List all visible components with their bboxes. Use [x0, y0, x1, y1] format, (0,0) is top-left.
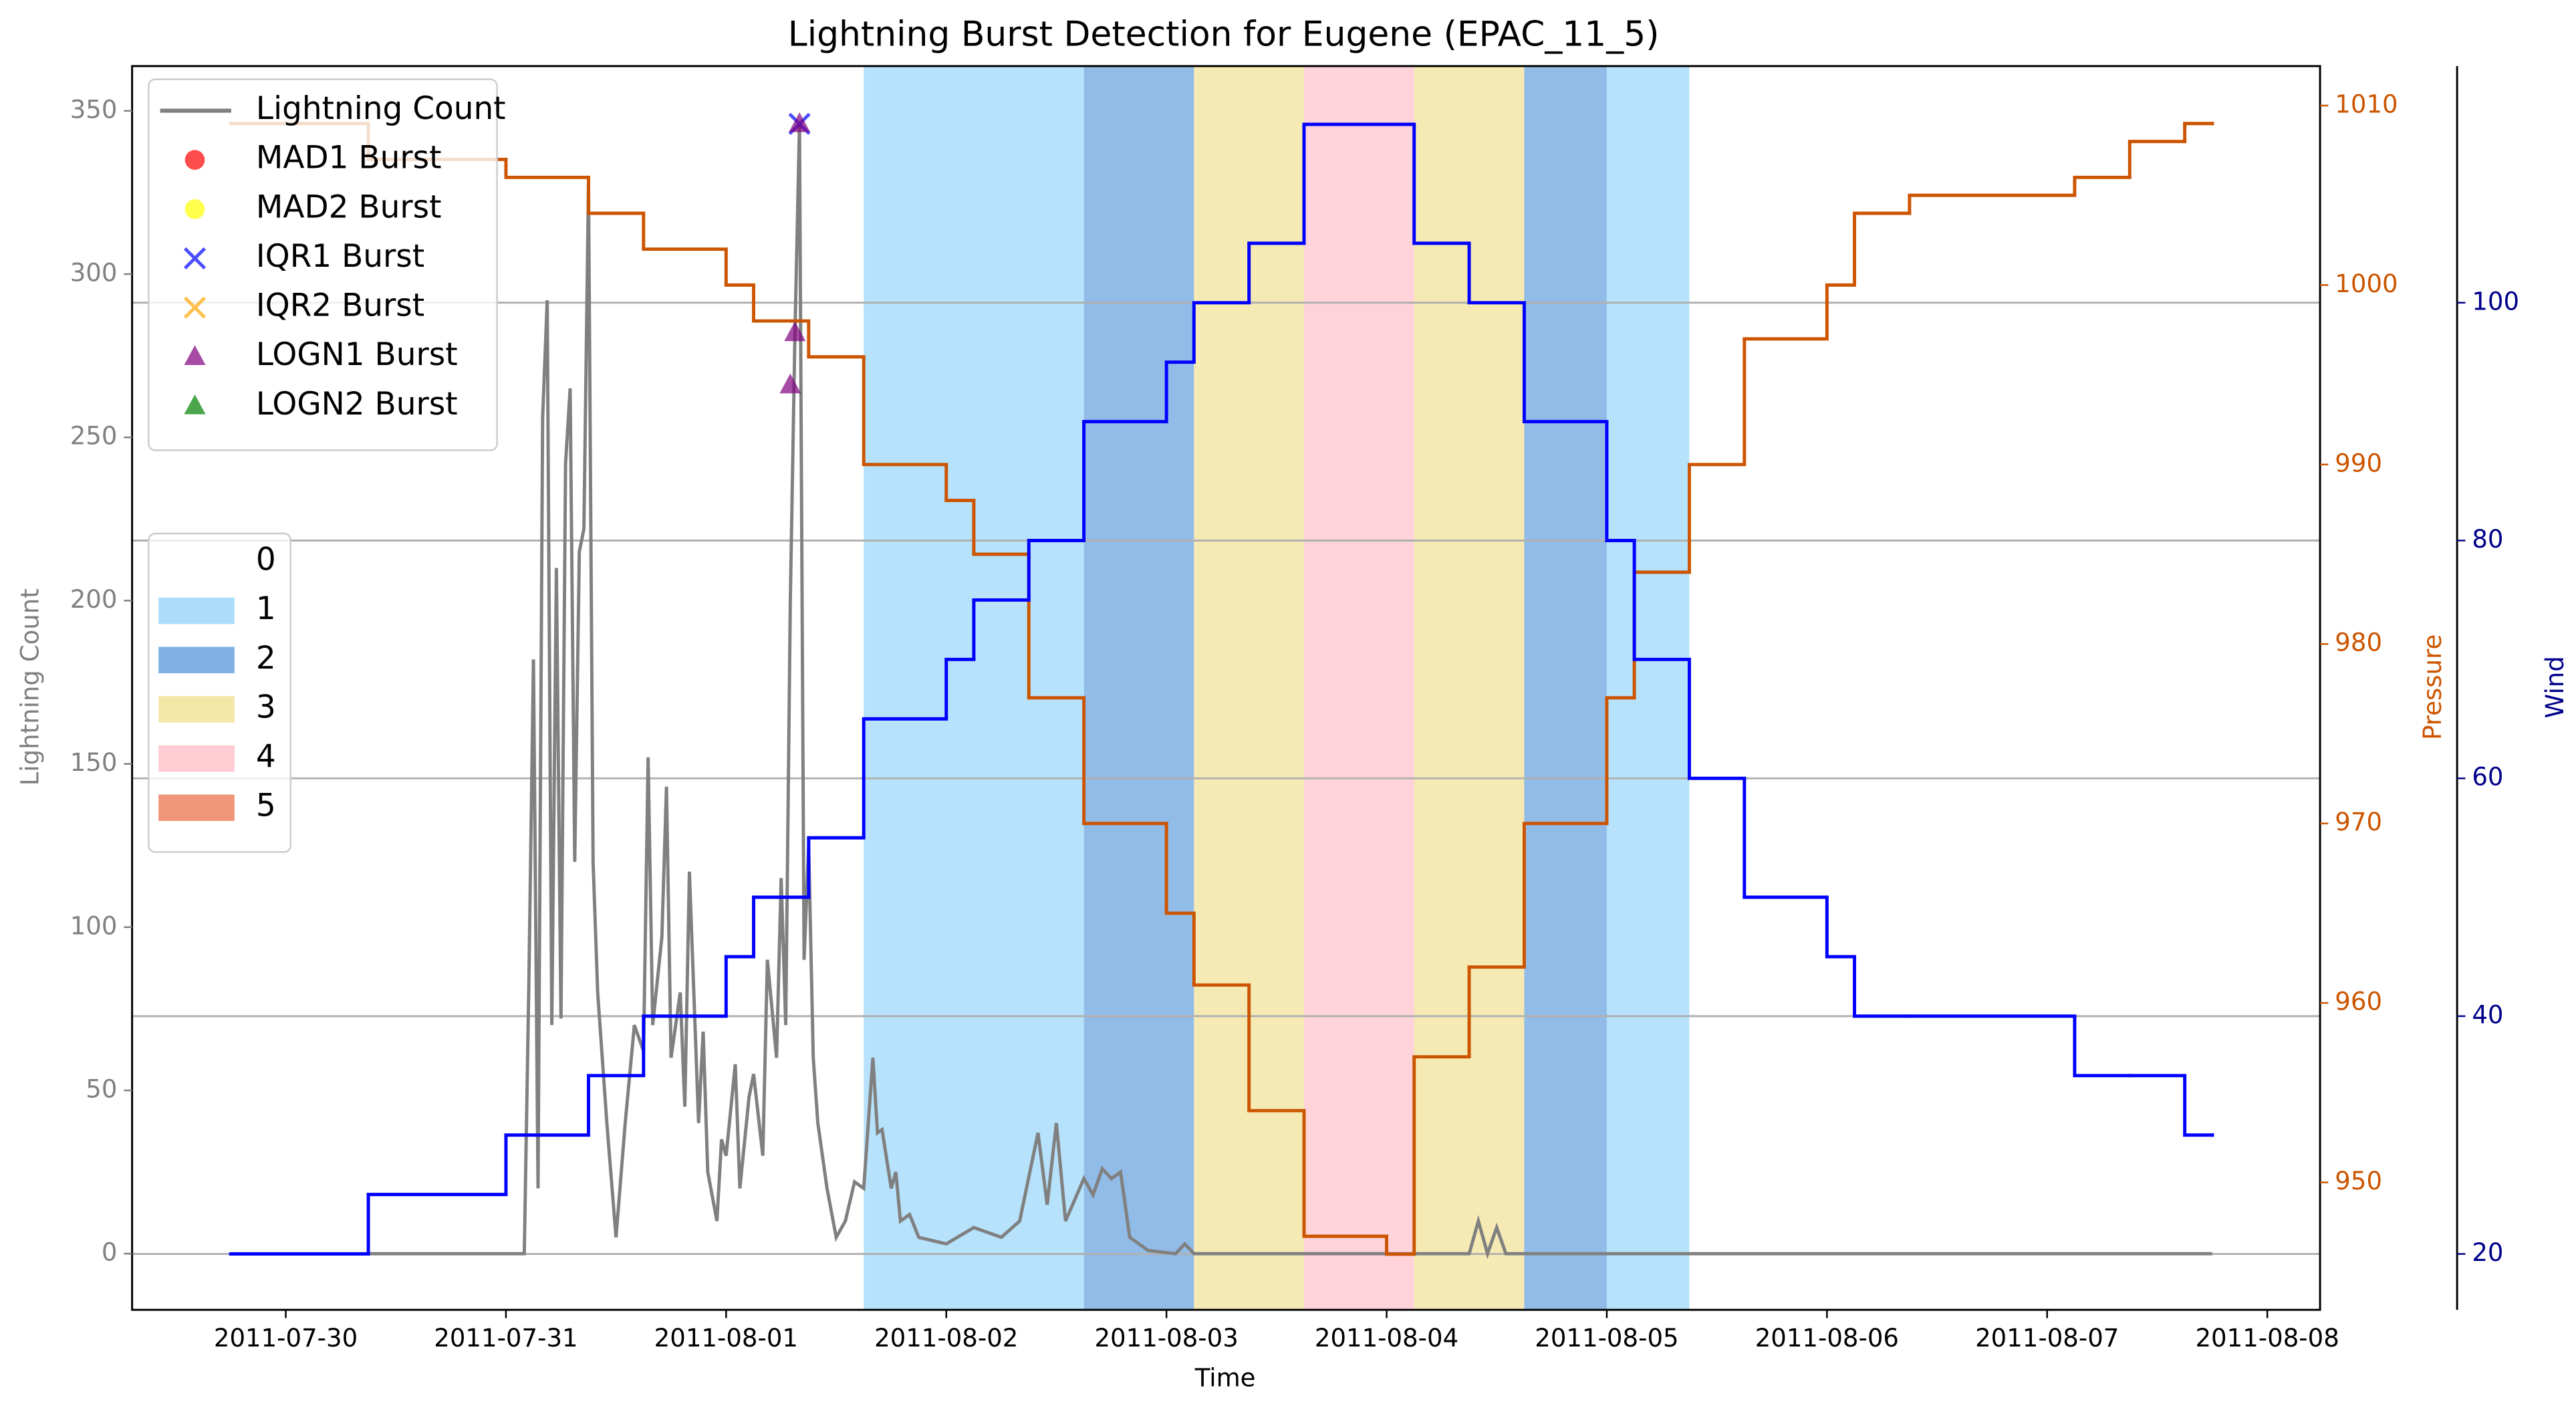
legend-label: MAD1 Burst: [256, 140, 442, 177]
category-band: [1606, 66, 1690, 1310]
x-tick-label: 2011-08-08: [2195, 1324, 2339, 1353]
x-tick-label: 2011-08-02: [874, 1324, 1018, 1353]
legend-swatch: [158, 745, 235, 772]
y-tick-label: 250: [70, 422, 118, 451]
burst-marker: [789, 112, 811, 132]
chart-title: Lightning Burst Detection for Eugene (EP…: [788, 14, 1660, 54]
legend-swatch: [158, 696, 235, 723]
y-tick-label: 200: [70, 585, 118, 614]
y2-tick-label: 960: [2335, 987, 2382, 1016]
y-tick-label: 300: [70, 258, 118, 287]
burst-marker: [184, 345, 206, 366]
category-band: [864, 66, 1084, 1310]
legend-label: 2: [256, 640, 276, 677]
x-tick-label: 2011-08-03: [1094, 1324, 1238, 1353]
category-band: [1524, 66, 1607, 1310]
x-tick-label: 2011-08-01: [654, 1324, 798, 1353]
legend-swatch: [158, 647, 235, 674]
legend-swatch: [158, 794, 235, 821]
y2-tick-label: 1000: [2335, 269, 2398, 298]
y2-tick-label: 1010: [2335, 90, 2398, 118]
legend-label: IQR1 Burst: [256, 238, 424, 275]
x-tick-label: 2011-08-04: [1315, 1324, 1458, 1353]
x-tick-label: 2011-08-06: [1755, 1324, 1899, 1353]
y3-tick-label: 80: [2472, 525, 2503, 554]
y-tick-label: 100: [70, 911, 118, 940]
legend-swatch: [158, 597, 235, 624]
y-tick-label: 0: [102, 1238, 118, 1267]
x-tick-label: 2011-08-05: [1535, 1324, 1678, 1353]
y2-tick-label: 980: [2335, 628, 2382, 657]
y3-tick-label: 60: [2472, 763, 2503, 792]
x-axis-label: Time: [1194, 1363, 1256, 1392]
burst-marker: [183, 247, 207, 270]
y2-axis-label: Pressure: [2418, 634, 2447, 740]
y3-axis-label: Wind: [2541, 656, 2569, 718]
legend-label: 4: [256, 738, 276, 775]
legend-box: [148, 78, 498, 451]
legend-label: MAD2 Burst: [256, 189, 442, 225]
category-band: [1304, 66, 1414, 1310]
y2-tick-label: 990: [2335, 449, 2382, 477]
legend-label: LOGN1 Burst: [256, 336, 458, 373]
y-tick-label: 50: [86, 1074, 117, 1103]
burst-marker: [183, 296, 207, 319]
axes: 2011-07-30 2011-07-31 2011-08-01 2011-08-02…: [70, 65, 2519, 1353]
legend-label: 3: [256, 689, 276, 725]
burst-marker: [184, 199, 205, 219]
legends: Lightning Count MAD1 Burst MAD2 Burst IQR1 …: [148, 78, 506, 853]
y2-tick-label: 970: [2335, 808, 2382, 836]
y2-tick-label: 950: [2335, 1167, 2382, 1195]
y3-tick-label: 20: [2472, 1238, 2503, 1267]
legend-label: IQR2 Burst: [256, 287, 424, 324]
burst-marker: [784, 321, 806, 342]
burst-marker: [779, 373, 801, 394]
lightning-line: [231, 124, 2212, 1260]
burst-marker: [184, 150, 205, 170]
y-tick-label: 150: [70, 748, 118, 777]
plot-area: [229, 112, 2214, 1260]
x-tick-label: 2011-07-30: [214, 1324, 358, 1353]
legend-label: LOGN2 Burst: [256, 386, 458, 423]
y3-tick-label: 40: [2472, 1000, 2503, 1029]
x-tick-label: 2011-08-07: [1975, 1324, 2119, 1353]
category-band: [1083, 66, 1194, 1310]
legend-label: 5: [256, 788, 276, 824]
legend-label: 1: [256, 590, 276, 627]
legend-label: Lightning Count: [256, 90, 506, 127]
burst-marker: [184, 394, 206, 415]
bands: [864, 66, 1690, 1310]
y3-tick-label: 100: [2472, 287, 2519, 316]
y-tick-label: 350: [70, 95, 118, 124]
y-axis-label: Lightning Count: [15, 588, 44, 786]
x-tick-label: 2011-07-31: [434, 1324, 577, 1353]
plot-frame: [131, 65, 2321, 1311]
legend-label: 0: [256, 542, 276, 578]
